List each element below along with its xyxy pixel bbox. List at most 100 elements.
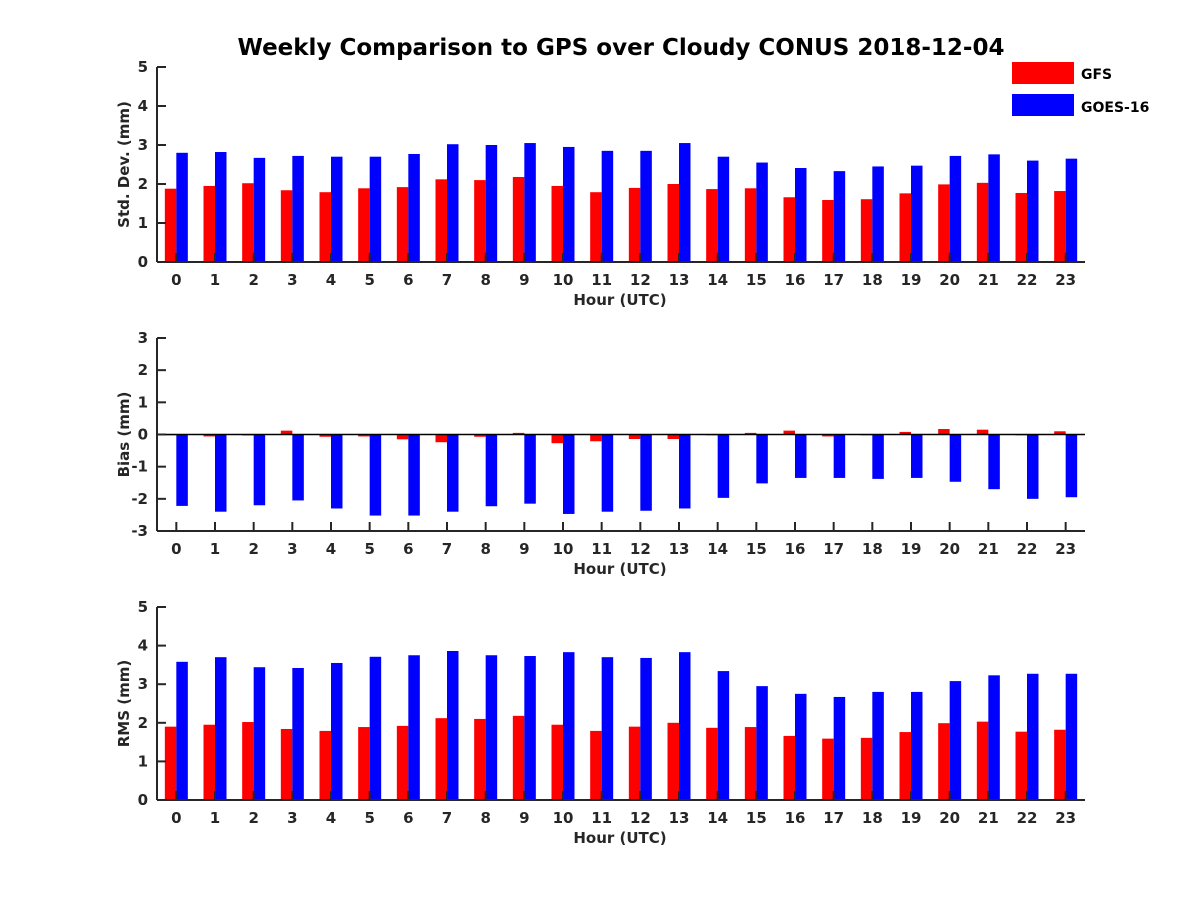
bar-gfs-hour-18 [860, 199, 873, 262]
bar-gfs-hour-5 [358, 434, 370, 437]
x-tick-label: 9 [519, 809, 529, 827]
bar-goes16-hour-1 [215, 152, 227, 262]
x-tick-label: 23 [1055, 540, 1076, 558]
x-tick-label: 6 [403, 271, 413, 289]
x-tick-label: 10 [553, 271, 574, 289]
bar-goes16-hour-11 [601, 434, 614, 512]
x-tick-label: 4 [326, 271, 336, 289]
bar-gfs-hour-15 [744, 188, 757, 262]
bar-gfs-hour-19 [899, 732, 911, 800]
bar-goes16-hour-11 [601, 657, 614, 800]
bar-goes16-hour-7 [447, 144, 459, 262]
x-tick-label: 4 [326, 809, 336, 827]
bar-goes16-hour-17 [833, 696, 846, 800]
x-tick-label: 4 [326, 540, 336, 558]
y-tick-label: -1 [131, 458, 148, 476]
x-tick-label: 23 [1055, 271, 1076, 289]
bar-gfs-hour-2 [242, 183, 254, 262]
bar-gfs-hour-16 [783, 430, 795, 435]
bar-goes16-hour-21 [988, 675, 1000, 800]
bar-goes16-hour-19 [911, 165, 923, 262]
x-tick-label: 16 [785, 809, 806, 827]
bar-goes16-hour-14 [717, 156, 730, 262]
x-tick-label: 21 [978, 271, 999, 289]
x-tick-label: 2 [248, 540, 258, 558]
x-tick-label: 22 [1017, 271, 1038, 289]
legend-label-gfs: GFS [1081, 67, 1112, 83]
bar-gfs-hour-14 [706, 727, 718, 800]
bar-gfs-hour-4 [319, 192, 331, 262]
x-tick-label: 18 [862, 540, 883, 558]
bar-gfs-hour-20 [938, 184, 950, 262]
bar-gfs-hour-17 [822, 434, 834, 437]
x-tick-label: 20 [939, 271, 960, 289]
bar-goes16-hour-6 [408, 434, 420, 516]
bar-gfs-hour-8 [474, 180, 486, 262]
bar-goes16-hour-11 [601, 150, 614, 262]
x-tick-label: 11 [591, 271, 612, 289]
x-tick-label: 9 [519, 271, 529, 289]
bar-gfs-hour-21 [976, 721, 989, 800]
bar-goes16-hour-23 [1065, 673, 1078, 800]
x-tick-label: 1 [210, 540, 220, 558]
bar-gfs-hour-16 [783, 735, 795, 800]
bar-gfs-hour-12 [628, 187, 641, 262]
bar-gfs-hour-3 [280, 728, 293, 800]
bar-gfs-hour-4 [319, 434, 331, 437]
legend-swatch-gfs [1012, 62, 1074, 84]
bar-goes16-hour-21 [988, 154, 1000, 262]
x-tick-label: 8 [480, 809, 490, 827]
bar-gfs-hour-22 [1015, 192, 1027, 262]
y-tick-label: 5 [138, 58, 148, 76]
bar-gfs-hour-7 [435, 718, 447, 800]
y-tick-label: 3 [138, 675, 148, 693]
bar-goes16-hour-23 [1065, 434, 1078, 498]
x-tick-label: 16 [785, 271, 806, 289]
x-tick-label: 11 [591, 809, 612, 827]
x-tick-label: 10 [553, 809, 574, 827]
bar-gfs-hour-12 [628, 726, 641, 800]
x-tick-label: 5 [364, 540, 374, 558]
y-tick-label: 3 [138, 136, 148, 154]
y-tick-label: 0 [138, 426, 148, 444]
bar-gfs-hour-11 [590, 434, 602, 442]
bar-goes16-hour-4 [331, 156, 343, 262]
x-tick-label: 22 [1017, 809, 1038, 827]
bar-gfs-hour-0 [164, 188, 177, 262]
bar-goes16-hour-2 [253, 667, 266, 800]
legend-swatch-goes16 [1012, 94, 1074, 116]
bar-goes16-hour-16 [795, 168, 807, 262]
x-tick-label: 5 [364, 809, 374, 827]
x-tick-label: 10 [553, 540, 574, 558]
bar-gfs-hour-13 [667, 184, 679, 262]
x-tick-label: 18 [862, 809, 883, 827]
bar-gfs-hour-9 [512, 715, 525, 800]
bar-goes16-hour-13 [679, 652, 691, 800]
legend: GFS GOES-16 [1012, 62, 1149, 116]
bar-gfs-hour-14 [706, 189, 718, 262]
bar-gfs-hour-20 [938, 429, 950, 435]
x-tick-label: 9 [519, 540, 529, 558]
bar-gfs-hour-11 [590, 192, 602, 262]
bar-gfs-hour-19 [899, 431, 911, 435]
x-tick-label: 14 [707, 271, 728, 289]
bar-goes16-hour-5 [369, 434, 382, 516]
bar-goes16-hour-15 [756, 162, 768, 262]
bar-gfs-hour-23 [1054, 729, 1066, 800]
bar-gfs-hour-18 [860, 737, 873, 800]
y-axis-label: Bias (mm) [115, 392, 133, 478]
x-tick-label: 2 [248, 809, 258, 827]
bar-gfs-hour-0 [164, 726, 177, 800]
x-tick-label: 8 [480, 271, 490, 289]
x-axis-label: Hour (UTC) [573, 291, 666, 309]
x-tick-label: 0 [171, 809, 181, 827]
bar-goes16-hour-17 [833, 171, 846, 262]
bar-goes16-hour-19 [911, 691, 923, 800]
bar-gfs-hour-17 [822, 738, 834, 800]
bar-gfs-hour-21 [976, 429, 989, 435]
x-tick-label: 21 [978, 809, 999, 827]
x-tick-label: 12 [630, 271, 651, 289]
bar-goes16-hour-13 [679, 143, 691, 262]
bar-goes16-hour-8 [485, 145, 498, 262]
